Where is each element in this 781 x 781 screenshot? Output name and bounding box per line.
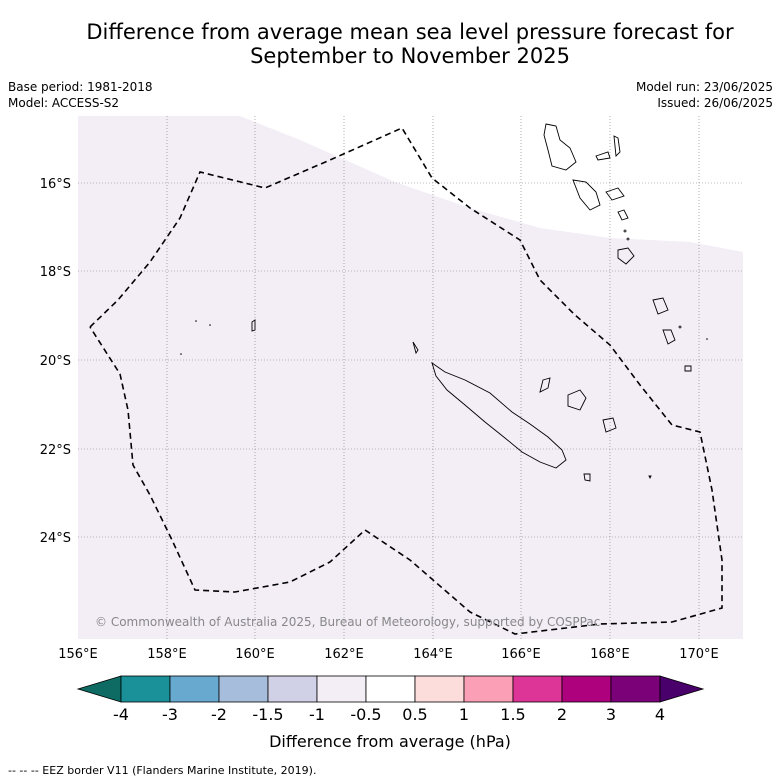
colorbar-tick-label: -4 — [113, 705, 129, 724]
colorbar-tick-label: -3 — [162, 705, 178, 724]
erromango-island — [652, 297, 669, 315]
colorbar-extend-low — [76, 675, 122, 703]
lon-label: 160°E — [235, 647, 275, 662]
reef-dot — [209, 324, 211, 326]
espiritu-santo-island — [543, 123, 577, 171]
lon-label: 158°E — [147, 647, 187, 662]
colorbar — [76, 675, 705, 703]
ouvea-island — [539, 377, 551, 393]
lon-label: 166°E — [501, 647, 541, 662]
lon-label: 164°E — [413, 647, 453, 662]
map-title-line2: September to November 2025 — [250, 44, 570, 68]
walpole-island — [648, 475, 652, 480]
lat-label: 24°S — [40, 531, 71, 546]
colorbar-tick-label: 1.5 — [500, 705, 525, 724]
issued-date: Issued: 26/06/2025 — [657, 96, 773, 110]
pentecost-island — [613, 135, 621, 157]
colorbar-segment — [512, 675, 563, 703]
reef-dot — [180, 353, 182, 355]
colorbar-label: Difference from average (hPa) — [269, 732, 511, 751]
islet — [678, 325, 682, 329]
model-run: Model run: 23/06/2025 — [635, 80, 773, 94]
eez-legend-footer: -- -- -- EEZ border V11 (Flanders Marine… — [8, 764, 316, 777]
colorbar-tick-label: -2 — [211, 705, 227, 724]
new-caledonia-island — [431, 361, 567, 469]
belep-islets — [412, 341, 419, 355]
colorbar-segment — [267, 675, 318, 703]
colorbar-tick-label: 2 — [557, 705, 567, 724]
tanna-island — [662, 329, 676, 345]
epi-island — [617, 209, 629, 221]
base-period: Base period: 1981-2018 — [8, 80, 153, 94]
map-title-line1: Difference from average mean sea level p… — [86, 20, 734, 44]
colorbar-segment — [120, 675, 171, 703]
colorbar-tick-label: 1 — [459, 705, 469, 724]
islet — [706, 338, 708, 340]
aneityum-island — [684, 365, 692, 372]
lon-label: 156°E — [58, 647, 98, 662]
eez-border — [89, 126, 723, 635]
lat-label: 16°S — [40, 177, 71, 192]
lon-label: 168°E — [590, 647, 630, 662]
colorbar-segment — [365, 675, 416, 703]
pressure-anomaly-area — [78, 116, 743, 639]
colorbar-segment — [610, 675, 661, 703]
chesterfield-islets — [251, 319, 256, 332]
lon-label: 162°E — [324, 647, 364, 662]
lat-label: 20°S — [40, 354, 71, 369]
isle-of-pines — [583, 473, 591, 482]
efate-island — [617, 247, 635, 265]
colorbar-tick-label: -1 — [309, 705, 325, 724]
colorbar-ticks: -4 -3 -2 -1.5 -1 -0.5 0.5 1 1.5 2 3 4 — [113, 705, 665, 724]
graticule — [78, 116, 743, 639]
colorbar-tick-label: 0.5 — [402, 705, 427, 724]
colorbar-segment — [561, 675, 612, 703]
colorbar-segment — [463, 675, 514, 703]
ambae-island — [595, 151, 611, 161]
colorbar-tick-label: -1.5 — [252, 705, 283, 724]
map-area — [78, 116, 743, 639]
colorbar-segment — [218, 675, 269, 703]
islet — [623, 229, 627, 233]
malakula-island — [572, 179, 601, 211]
colorbar-tick-label: -0.5 — [350, 705, 381, 724]
reef-dot — [195, 320, 197, 322]
lat-label: 18°S — [40, 265, 71, 280]
colorbar-segment — [169, 675, 220, 703]
colorbar-tick-label: 3 — [606, 705, 616, 724]
copyright-notice: © Commonwealth of Australia 2025, Bureau… — [95, 615, 600, 629]
lon-label: 170°E — [679, 647, 719, 662]
islet — [626, 237, 630, 241]
colorbar-extend-high — [659, 675, 705, 703]
colorbar-segment — [414, 675, 465, 703]
mare-island — [602, 417, 617, 433]
lat-label: 22°S — [40, 443, 71, 458]
colorbar-tick-label: 4 — [655, 705, 665, 724]
lifou-island — [567, 389, 587, 411]
colorbar-segment — [316, 675, 367, 703]
ambrym-island — [605, 187, 625, 201]
model-name: Model: ACCESS-S2 — [8, 96, 120, 110]
